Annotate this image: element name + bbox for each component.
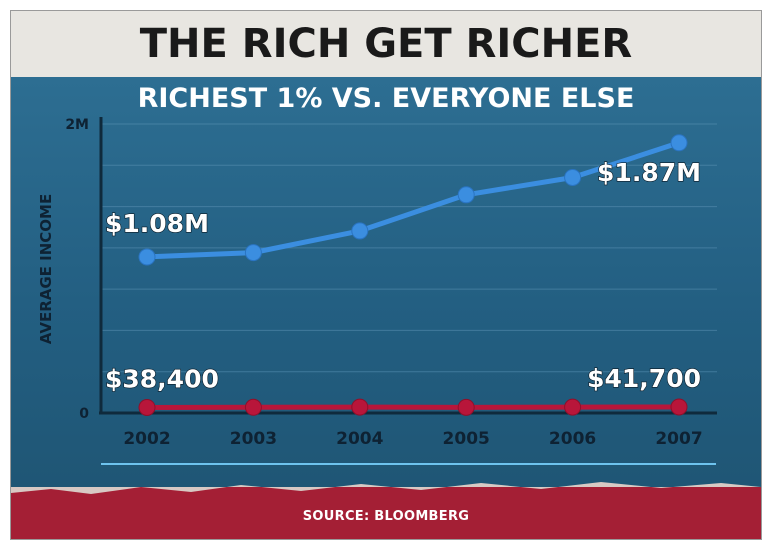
data-point xyxy=(244,398,262,416)
chart-panel xyxy=(11,77,761,487)
line-chart: RICHEST 1% VS. EVERYONE ELSE AVERAGE INC… xyxy=(11,83,761,494)
data-point xyxy=(457,398,475,416)
source-label: SOURCE: BLOOMBERG xyxy=(302,509,470,524)
data-point xyxy=(351,398,369,416)
chart-title: RICHEST 1% VS. EVERYONE ELSE xyxy=(138,83,635,114)
data-point xyxy=(244,244,262,262)
data-point xyxy=(138,248,156,266)
mountain-silhouette xyxy=(11,482,761,494)
y-tick-label: 2M xyxy=(65,117,89,133)
title-bar: THE RICH GET RICHER xyxy=(11,11,761,77)
x-tick-label: 2007 xyxy=(655,429,702,449)
x-tick-label: 2004 xyxy=(336,429,383,449)
y-axis-label: AVERAGE INCOME xyxy=(37,194,55,344)
data-label: $1.08M xyxy=(105,209,209,238)
data-point xyxy=(670,134,688,152)
data-label: $41,700 xyxy=(587,364,701,393)
x-tick-label: 2006 xyxy=(549,429,596,449)
data-point xyxy=(457,186,475,204)
chart-frame: THE RICH GET RICHER SOURCE: BLOOMBERG RI… xyxy=(10,10,762,540)
series-line-0 xyxy=(144,140,682,260)
y-tick-label: 0 xyxy=(79,406,89,422)
data-label: $1.87M xyxy=(597,158,701,187)
data-point xyxy=(564,398,582,416)
data-point xyxy=(670,398,688,416)
source-banner xyxy=(11,487,761,539)
data-point xyxy=(138,398,156,416)
x-tick-label: 2002 xyxy=(123,429,170,449)
x-tick-label: 2003 xyxy=(230,429,277,449)
page-title: THE RICH GET RICHER xyxy=(139,21,633,67)
data-label: $38,400 xyxy=(105,364,219,393)
series-line-1 xyxy=(144,404,682,410)
x-tick-label: 2005 xyxy=(443,429,490,449)
data-point xyxy=(564,168,582,186)
data-point xyxy=(351,222,369,240)
